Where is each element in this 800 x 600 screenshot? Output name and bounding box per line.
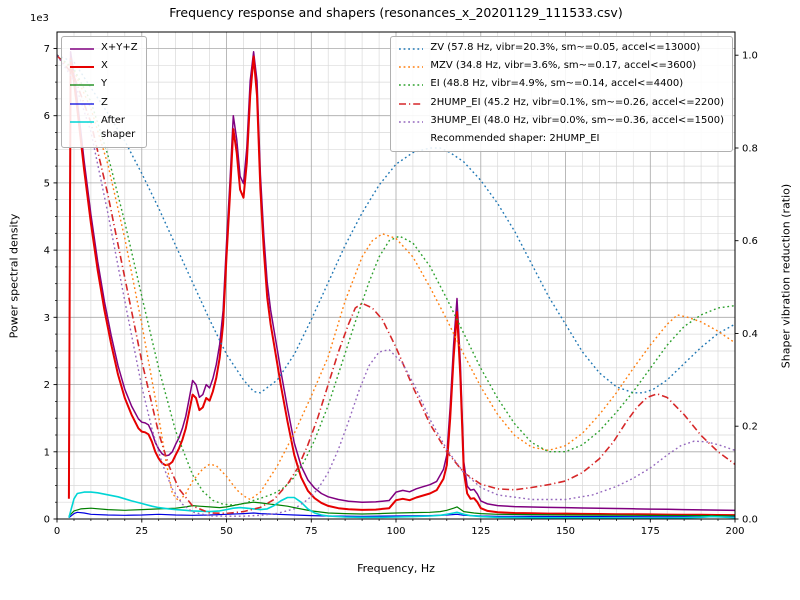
mzv-line-sample-icon <box>398 62 424 77</box>
legend-label: Y <box>101 78 108 90</box>
y-left-tick-label: 1 <box>44 447 50 458</box>
legend-psd: X+Y+Z X Y Z After shaper <box>61 36 147 149</box>
chart-title: Frequency response and shapers (resonanc… <box>169 5 623 20</box>
series-3hump-ei <box>57 54 735 517</box>
y-right-tick-label: 0.2 <box>742 422 758 433</box>
x-tick-label: 125 <box>471 526 490 537</box>
y-right-tick-label: 0.0 <box>742 515 758 526</box>
x-tick-label: 100 <box>386 526 405 537</box>
y-right-tick-label: 1.0 <box>742 51 758 62</box>
y-left-tick-label: 5 <box>44 178 50 189</box>
x-tick-label: 0 <box>54 526 60 537</box>
psd-sum-line-sample-icon <box>69 44 95 59</box>
x-tick-label: 150 <box>556 526 575 537</box>
legend-label: X+Y+Z <box>101 42 138 53</box>
legend-item-ei: EI (48.8 Hz, vibr=4.9%, sm~=0.14, accel<… <box>398 77 724 95</box>
legend-item-psd-x: X <box>69 59 138 77</box>
y-left-tick-label: 2 <box>44 380 50 391</box>
psd-x-line-sample-icon <box>69 62 95 77</box>
legend-label: After shaper <box>101 114 136 140</box>
legend-shapers: ZV (57.8 Hz, vibr=20.3%, sm~=0.05, accel… <box>390 36 733 153</box>
zv-line-sample-icon <box>398 44 424 59</box>
legend-item-3hump-ei: 3HUMP_EI (48.0 Hz, vibr=0.0%, sm~=0.36, … <box>398 114 724 132</box>
legend-item-mzv: MZV (34.8 Hz, vibr=3.6%, sm~=0.17, accel… <box>398 59 724 77</box>
y-left-tick-label: 6 <box>44 111 50 122</box>
series-zv <box>57 54 735 394</box>
psd-y-line-sample-icon <box>69 80 95 95</box>
y-left-tick-label: 0 <box>44 515 50 526</box>
legend-label: X <box>101 60 108 72</box>
legend-item-psd-z: Z <box>69 96 138 114</box>
y-left-tick-label: 3 <box>44 313 50 324</box>
y-axis-label-right: Shaper vibration reduction (ratio) <box>779 183 793 369</box>
x-tick-label: 75 <box>305 526 318 537</box>
y-right-tick-label: 0.8 <box>742 144 758 155</box>
legend-label: ZV (57.8 Hz, vibr=20.3%, sm~=0.05, accel… <box>430 42 701 53</box>
x-tick-label: 25 <box>135 526 148 537</box>
ei-line-sample-icon <box>398 80 424 95</box>
legend-label: MZV (34.8 Hz, vibr=3.6%, sm~=0.17, accel… <box>430 60 697 72</box>
after-shaper-line-sample-icon <box>69 117 95 132</box>
2hump-ei-line-sample-icon <box>398 99 424 114</box>
legend-item-2hump-ei: 2HUMP_EI (45.2 Hz, vibr=0.1%, sm~=0.26, … <box>398 96 724 114</box>
recommended-shaper-note: Recommended shaper: 2HUMP_EI <box>398 132 724 146</box>
series-psd-x <box>67 55 735 517</box>
legend-label: 2HUMP_EI (45.2 Hz, vibr=0.1%, sm~=0.26, … <box>430 96 724 108</box>
y-right-tick-label: 0.6 <box>742 236 758 247</box>
series-psd-z <box>68 511 735 519</box>
legend-label: EI (48.8 Hz, vibr=4.9%, sm~=0.14, accel<… <box>430 78 684 90</box>
x-tick-label: 200 <box>725 526 744 537</box>
y-axis-label-left: Power spectral density <box>7 213 21 339</box>
y-left-tick-label: 7 <box>44 44 50 55</box>
legend-item-psd-y: Y <box>69 77 138 95</box>
series-psd-sum <box>68 51 735 512</box>
legend-item-after-shaper: After shaper <box>69 114 138 142</box>
series-after-shaper <box>68 491 735 519</box>
legend-label: 3HUMP_EI (48.0 Hz, vibr=0.0%, sm~=0.36, … <box>430 114 724 126</box>
y-left-tick-label: 4 <box>44 246 50 257</box>
legend-note-text: Recommended shaper: 2HUMP_EI <box>430 132 600 144</box>
legend-label: Z <box>101 96 108 108</box>
psd-z-line-sample-icon <box>69 99 95 114</box>
series-ei <box>57 54 735 506</box>
legend-item-psd-sum: X+Y+Z <box>69 41 138 59</box>
x-tick-label: 175 <box>641 526 660 537</box>
x-axis-label: Frequency, Hz <box>357 562 435 575</box>
y-right-tick-label: 0.4 <box>742 329 758 340</box>
x-tick-label: 50 <box>220 526 233 537</box>
3hump-ei-line-sample-icon <box>398 117 424 132</box>
y-axis-offset-text: 1e3 <box>30 13 49 24</box>
legend-item-zv: ZV (57.8 Hz, vibr=20.3%, sm~=0.05, accel… <box>398 41 724 59</box>
series-mzv <box>57 54 735 503</box>
